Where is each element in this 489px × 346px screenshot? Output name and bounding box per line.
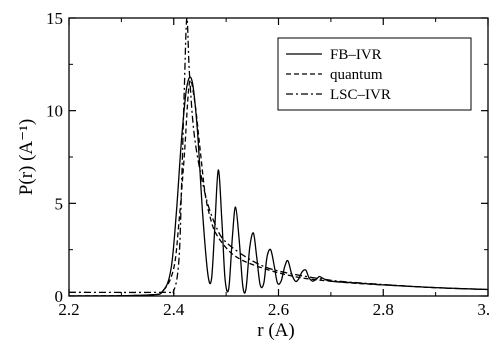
legend-label-quantum: quantum	[330, 67, 383, 83]
y-axis-title: P(r) (A⁻¹)	[16, 119, 37, 195]
x-axis-title: r (A)	[257, 320, 294, 341]
series-line-lsc-ivr	[69, 18, 488, 295]
y-tick-label: 0	[55, 287, 64, 306]
series-line-fb-ivr	[69, 76, 488, 296]
plot-frame	[68, 17, 489, 297]
legend-label-lsc-ivr: LSC–IVR	[330, 87, 391, 103]
x-tick-label: 2.6	[268, 300, 289, 319]
y-tick-label: 10	[46, 102, 63, 121]
x-tick-label: 2.8	[373, 300, 394, 319]
series-line-quantum	[69, 79, 488, 296]
x-tick-label: 2.2	[58, 300, 79, 319]
y-tick-label: 15	[46, 9, 63, 28]
y-tick-label: 5	[55, 194, 64, 213]
legend: FB–IVR quantum LSC–IVR	[277, 37, 472, 111]
legend-label-fb-ivr: FB–IVR	[330, 47, 382, 63]
x-tick-label: 2.4	[163, 300, 185, 319]
x-tick-label: 3.0	[477, 300, 489, 319]
